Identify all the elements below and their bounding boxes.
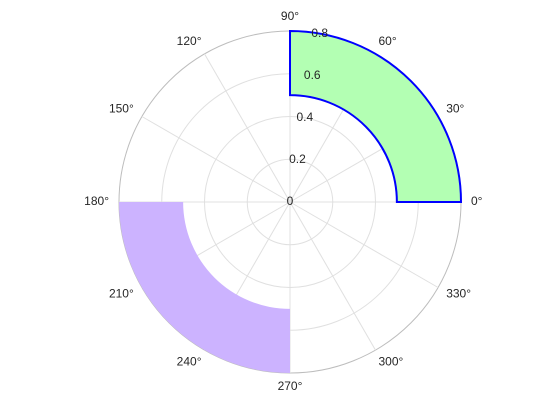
theta-tick-label: 0° bbox=[471, 194, 483, 208]
theta-tick-label: 90° bbox=[281, 9, 299, 23]
theta-grid-line bbox=[141, 116, 291, 203]
polar-region bbox=[289, 29, 463, 203]
theta-tick-label: 120° bbox=[177, 34, 202, 48]
theta-grid-line bbox=[204, 53, 291, 203]
theta-grid-line bbox=[289, 201, 439, 288]
polar-region bbox=[119, 202, 290, 373]
theta-tick-label: 240° bbox=[177, 354, 202, 368]
theta-tick-label: 60° bbox=[379, 34, 397, 48]
theta-tick-label: 30° bbox=[446, 102, 464, 116]
r-tick-label: 0.2 bbox=[289, 152, 306, 166]
theta-tick-label: 180° bbox=[84, 194, 109, 208]
theta-grid-line bbox=[289, 201, 376, 351]
r-tick-label: 0 bbox=[287, 194, 294, 208]
r-tick-label: 0.8 bbox=[311, 26, 328, 40]
theta-tick-label: 150° bbox=[109, 102, 134, 116]
r-tick-label: 0.6 bbox=[304, 68, 321, 82]
theta-tick-label: 300° bbox=[379, 354, 404, 368]
theta-tick-label: 210° bbox=[109, 287, 134, 301]
r-tick-label: 0.4 bbox=[297, 110, 314, 124]
theta-tick-label: 270° bbox=[278, 379, 303, 393]
theta-tick-label: 330° bbox=[446, 287, 471, 301]
